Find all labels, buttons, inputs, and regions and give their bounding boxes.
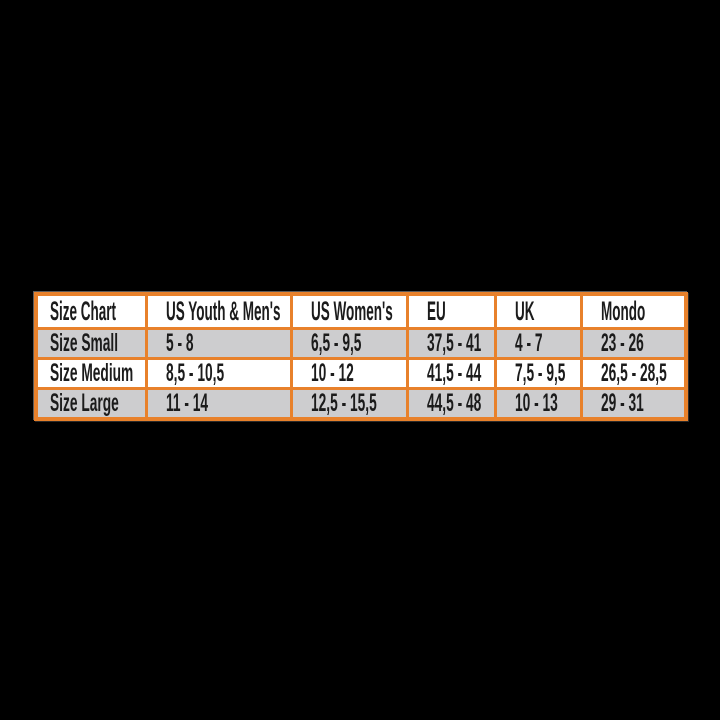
cell-value: 29 - 31 bbox=[600, 389, 644, 417]
cell-mondo: 26,5 - 28,5 bbox=[579, 357, 688, 390]
row-label-cell: Size Large bbox=[34, 387, 148, 421]
column-header-uk: UK bbox=[493, 292, 583, 330]
row-label-cell: Size Small bbox=[34, 327, 148, 360]
cell-uk: 7,5 - 9,5 bbox=[493, 357, 583, 390]
cell-us-youth-mens: 8,5 - 10,5 bbox=[144, 357, 293, 390]
column-header-us-youth-mens: US Youth & Men's bbox=[144, 292, 293, 330]
cell-us-youth-mens: 5 - 8 bbox=[144, 327, 293, 360]
row-label: Size Large bbox=[50, 389, 119, 417]
cell-uk: 10 - 13 bbox=[493, 387, 583, 421]
column-header-label: Size Chart bbox=[50, 296, 117, 326]
header-row: Size Chart US Youth & Men's US Women's E… bbox=[34, 292, 688, 330]
table-row-size-medium: Size Medium 8,5 - 10,5 10 - 12 41,5 - 44… bbox=[34, 357, 688, 390]
size-chart-table: Size Chart US Youth & Men's US Women's E… bbox=[34, 292, 688, 421]
column-header-us-womens: US Women's bbox=[289, 292, 409, 330]
cell-value: 6,5 - 9,5 bbox=[310, 329, 361, 357]
cell-value: 8,5 - 10,5 bbox=[165, 359, 224, 387]
cell-mondo: 23 - 26 bbox=[579, 327, 688, 360]
table-row-size-large: Size Large 11 - 14 12,5 - 15,5 44,5 - 48… bbox=[34, 387, 688, 421]
cell-us-womens: 10 - 12 bbox=[289, 357, 409, 390]
cell-mondo: 29 - 31 bbox=[579, 387, 688, 421]
cell-us-womens: 6,5 - 9,5 bbox=[289, 327, 409, 360]
column-header-size-chart: Size Chart bbox=[34, 292, 148, 330]
cell-value: 10 - 12 bbox=[310, 359, 354, 387]
row-label: Size Medium bbox=[50, 359, 134, 387]
column-header-label: Mondo bbox=[600, 296, 645, 326]
column-header-label: UK bbox=[514, 296, 535, 326]
column-header-mondo: Mondo bbox=[579, 292, 688, 330]
cell-uk: 4 - 7 bbox=[493, 327, 583, 360]
cell-value: 37,5 - 41 bbox=[426, 329, 481, 357]
cell-value: 11 - 14 bbox=[165, 389, 208, 417]
row-label: Size Small bbox=[50, 329, 119, 357]
column-header-label: US Youth & Men's bbox=[165, 296, 280, 326]
table-row-size-small: Size Small 5 - 8 6,5 - 9,5 37,5 - 41 4 -… bbox=[34, 327, 688, 360]
cell-us-womens: 12,5 - 15,5 bbox=[289, 387, 409, 421]
cell-us-youth-mens: 11 - 14 bbox=[144, 387, 293, 421]
cell-value: 12,5 - 15,5 bbox=[310, 389, 377, 417]
cell-value: 4 - 7 bbox=[514, 329, 543, 357]
cell-value: 10 - 13 bbox=[514, 389, 558, 417]
column-header-eu: EU bbox=[405, 292, 497, 330]
cell-eu: 41,5 - 44 bbox=[405, 357, 497, 390]
cell-value: 5 - 8 bbox=[165, 329, 194, 357]
column-header-label: US Women's bbox=[310, 296, 393, 326]
cell-eu: 44,5 - 48 bbox=[405, 387, 497, 421]
cell-eu: 37,5 - 41 bbox=[405, 327, 497, 360]
column-header-label: EU bbox=[426, 296, 446, 326]
row-label-cell: Size Medium bbox=[34, 357, 148, 390]
cell-value: 7,5 - 9,5 bbox=[514, 359, 565, 387]
cell-value: 26,5 - 28,5 bbox=[600, 359, 667, 387]
cell-value: 23 - 26 bbox=[600, 329, 644, 357]
cell-value: 44,5 - 48 bbox=[426, 389, 481, 417]
cell-value: 41,5 - 44 bbox=[426, 359, 481, 387]
